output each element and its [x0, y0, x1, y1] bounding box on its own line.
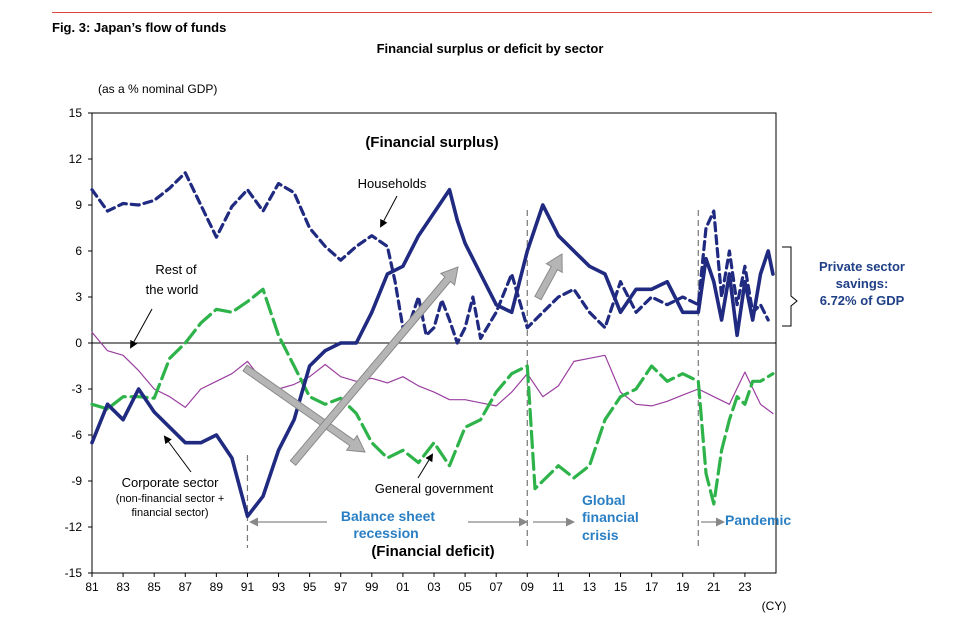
x-tick-label: 87	[179, 580, 193, 594]
x-axis-label: (CY)	[762, 599, 787, 613]
y-tick-label: 9	[75, 198, 82, 212]
x-tick-label: 85	[148, 580, 162, 594]
general-government-pointer	[417, 453, 434, 479]
private-savings-bracket	[782, 246, 798, 327]
private-savings-label-2: savings:	[836, 276, 889, 291]
households-label: Households	[358, 176, 427, 191]
x-tick-label: 19	[676, 580, 690, 594]
corporate-label-3: financial sector)	[131, 507, 208, 519]
y-tick-label: 0	[75, 336, 82, 350]
series-line-corporate-sector	[90, 187, 775, 519]
x-tick-label: 07	[490, 580, 504, 594]
general-government-label: General government	[375, 481, 494, 496]
y-tick-label: -6	[71, 428, 82, 442]
x-tick-label: 95	[303, 580, 317, 594]
x-tick-label: 01	[396, 580, 410, 594]
financial-deficit-label: (Financial deficit)	[371, 543, 494, 560]
y-tick-label: -9	[71, 474, 82, 488]
pandemic-label: Pandemic	[725, 512, 791, 528]
x-tick-label: 93	[272, 580, 286, 594]
x-tick-label: 81	[85, 580, 99, 594]
figure-title: Fig. 3: Japan’s flow of funds	[52, 20, 227, 35]
shift-arrow-gfc	[534, 253, 563, 301]
balance-sheet-label-1: Balance sheet	[341, 508, 435, 524]
households-pointer	[380, 195, 398, 228]
rest-of-world-label-2: the world	[146, 282, 199, 297]
series-line-general-government	[90, 287, 775, 506]
series-line-rest-of-the-world	[91, 331, 774, 415]
corporate-label-2: (non-financial sector +	[116, 493, 225, 505]
y-tick-label: 12	[69, 152, 83, 166]
x-tick-label: 99	[365, 580, 379, 594]
y-tick-label: 15	[69, 106, 83, 120]
corporate-pointer	[163, 435, 192, 473]
top-rule	[52, 12, 932, 13]
x-tick-label: 09	[521, 580, 535, 594]
balance-sheet-label-2: recession	[353, 525, 418, 541]
chart-title: Financial surplus or deficit by sector	[376, 41, 604, 56]
x-tick-label: 23	[738, 580, 752, 594]
private-savings-label-1: Private sector	[819, 259, 905, 274]
y-tick-label: -15	[65, 566, 83, 580]
x-tick-label: 11	[552, 580, 565, 594]
x-tick-label: 91	[241, 580, 255, 594]
x-tick-label: 21	[707, 580, 721, 594]
x-tick-label: 97	[334, 580, 348, 594]
y-tick-label: -3	[71, 382, 82, 396]
x-tick-label: 05	[458, 580, 472, 594]
y-tick-label: -12	[65, 520, 83, 534]
private-savings-label-3: 6.72% of GDP	[820, 293, 905, 308]
x-tick-label: 15	[614, 580, 628, 594]
x-tick-label: 03	[427, 580, 441, 594]
gfc-label-3: crisis	[582, 527, 619, 543]
rest-of-world-pointer	[130, 308, 153, 349]
financial-surplus-label: (Financial surplus)	[365, 134, 498, 151]
corporate-label-1: Corporate sector	[122, 475, 219, 490]
gfc-label-1: Global	[582, 492, 626, 508]
y-tick-label: 3	[75, 290, 82, 304]
x-tick-label: 13	[583, 580, 597, 594]
unit-label: (as a % nominal GDP)	[98, 82, 218, 96]
shift-arrow-up	[289, 266, 459, 467]
x-tick-label: 17	[645, 580, 659, 594]
x-tick-label: 89	[210, 580, 224, 594]
shift-arrow-down	[242, 364, 366, 453]
y-tick-label: 6	[75, 244, 82, 258]
rest-of-world-label-1: Rest of	[155, 262, 197, 277]
x-tick-label: 83	[116, 580, 130, 594]
gfc-label-2: financial	[582, 509, 639, 525]
series-line-households	[90, 171, 770, 345]
